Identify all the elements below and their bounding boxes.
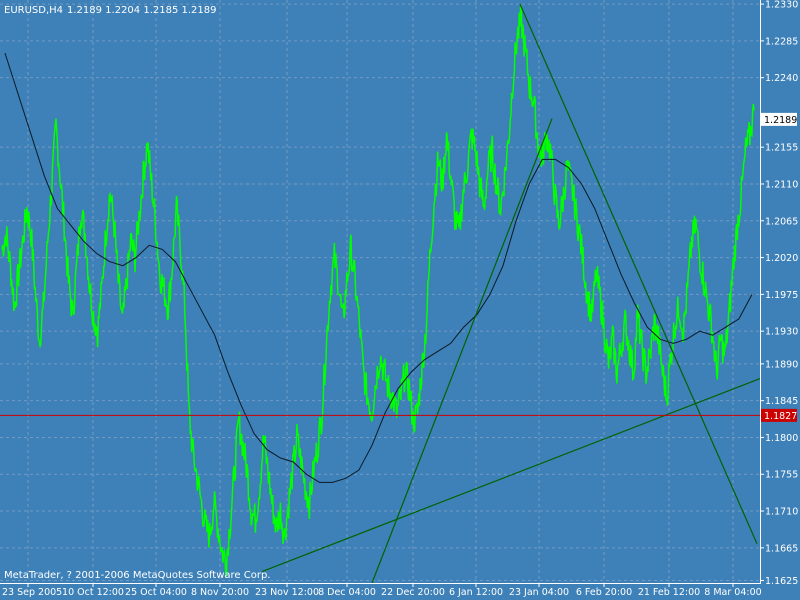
time-axis-label: 10 Oct 12:00	[62, 587, 124, 598]
time-axis-label: 8 Dec 04:00	[318, 587, 376, 598]
price-axis-label: 1.2065	[765, 216, 798, 227]
price-axis-label: 1.2155	[765, 143, 798, 154]
price-axis-label: 1.1755	[765, 470, 798, 481]
time-axis-label: 8 Nov 20:00	[191, 587, 249, 598]
horizontal-level-box	[761, 408, 797, 422]
time-axis-label: 23 Nov 12:00	[255, 587, 319, 598]
ohlc-values: 1.2189 1.2204 1.2185 1.2189	[67, 5, 217, 16]
horizontal-level-marker: 1.1827	[761, 408, 797, 422]
price-axis-label: 1.2330	[765, 0, 798, 11]
symbol-label: EURUSD,H4	[4, 5, 63, 16]
time-axis-label: 23 Jan 04:00	[509, 587, 569, 598]
trend-line[interactable]	[261, 378, 761, 573]
time-axis-label: 25 Oct 04:00	[125, 587, 187, 598]
price-axis-label: 1.1665	[765, 543, 798, 554]
horizontal-level-label: 1.1827	[764, 411, 797, 422]
current-price-box	[761, 112, 797, 126]
price-axis-label: 1.1975	[765, 290, 798, 301]
copyright-text: MetaTrader, ? 2001-2006 MetaQuotes Softw…	[4, 570, 270, 581]
trend-line[interactable]	[371, 118, 553, 584]
price-series-line	[1, 5, 755, 577]
price-axis-label: 1.1930	[765, 327, 798, 338]
price-axis-label: 1.2285	[765, 36, 798, 47]
price-axis-label: 1.1710	[765, 507, 798, 518]
trend-line[interactable]	[519, 3, 758, 544]
time-axis-label: 6 Feb 20:00	[576, 587, 632, 598]
price-axis-label: 1.2240	[765, 73, 798, 84]
time-axis-label: 6 Jan 12:00	[449, 587, 503, 598]
time-axis-label: 21 Feb 12:00	[638, 587, 700, 598]
price-axis-label: 1.1800	[765, 433, 798, 444]
current-price-label: 1.2189	[764, 115, 797, 126]
moving-average-line	[4, 52, 753, 483]
price-axis-label: 1.1890	[765, 359, 798, 370]
time-axis-label: 8 Mar 04:00	[704, 587, 761, 598]
price-axis-label: 1.1845	[765, 396, 798, 407]
price-axis-label: 1.2110	[765, 179, 798, 190]
time-axis-label: 22 Dec 20:00	[381, 587, 445, 598]
current-price-marker: 1.2189	[761, 112, 797, 126]
time-axis-label: 23 Sep 2005	[2, 587, 62, 598]
price-axis-label: 1.1625	[765, 576, 798, 587]
price-axis-label: 1.2020	[765, 253, 798, 264]
